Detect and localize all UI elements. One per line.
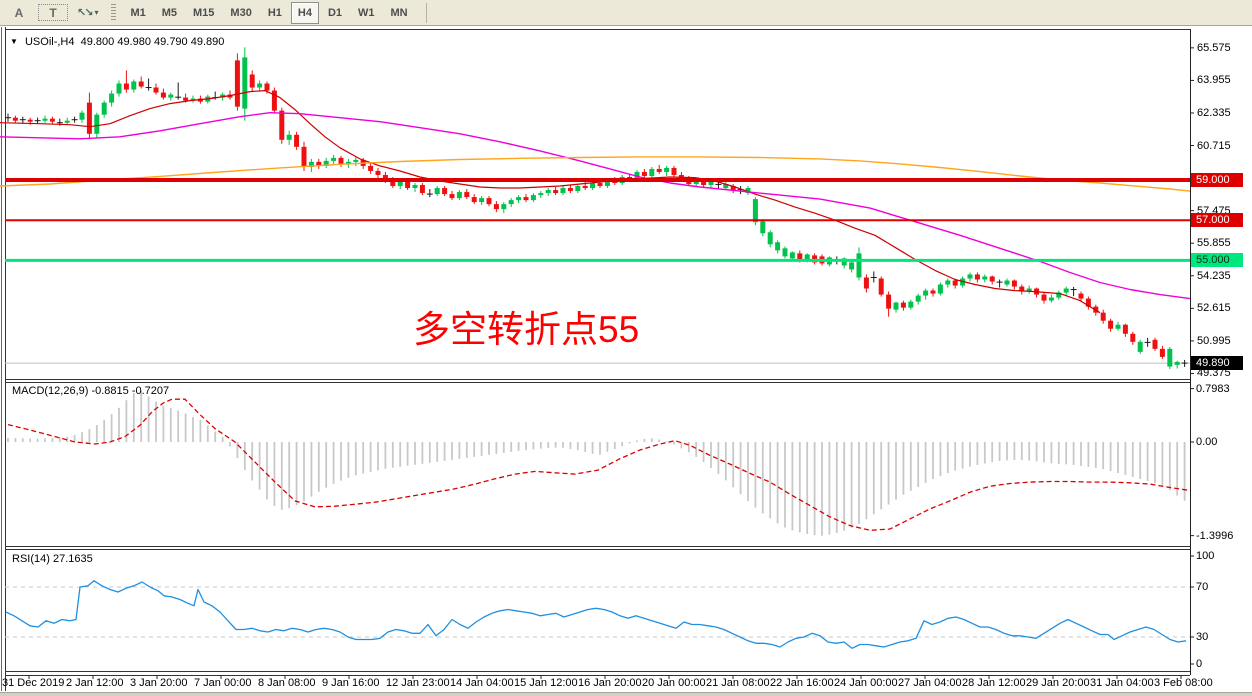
time-tick-label: 27 Jan 04:00	[898, 677, 962, 689]
time-tick-label: 14 Jan 04:00	[450, 677, 514, 689]
price-marker-49.890: 49.890	[1191, 356, 1243, 371]
time-tick-label: 9 Jan 16:00	[322, 677, 380, 689]
rsi-tick-label: 100	[1196, 550, 1215, 562]
timeframe-button-M1[interactable]: M1	[130, 6, 146, 19]
timeframe-button-D1[interactable]: D1	[327, 6, 343, 19]
time-tick-label: 16 Jan 20:00	[578, 677, 642, 689]
macd-tick-label: 0.00	[1196, 436, 1218, 448]
timeframe-button-group: M1 M5 M15 M30 H1 H4 D1 W1 MN	[122, 0, 415, 26]
macd-indicator-label: MACD(12,26,9) -0.8815 -0.7207	[12, 385, 170, 397]
time-tick-label: 8 Jan 08:00	[258, 677, 316, 689]
time-tick-label: 29 Jan 20:00	[1026, 677, 1090, 689]
price-marker-57.000: 57.000	[1191, 213, 1243, 228]
timeframe-button-H1[interactable]: H1	[267, 6, 282, 19]
time-tick-label: 31 Dec 2019	[2, 677, 65, 689]
diagonal-arrows-icon: ↖↘	[77, 7, 94, 19]
time-tick-label: 20 Jan 00:00	[642, 677, 706, 689]
collapse-triangle-icon[interactable]: ▼	[10, 37, 18, 46]
toolbar-separator	[425, 2, 427, 23]
timeframe-button-M30[interactable]: M30	[230, 6, 252, 19]
price-tick-label: 65.575	[1197, 41, 1231, 54]
chart-annotation-text[interactable]: 多空转折点55	[413, 309, 640, 350]
macd-tick-label: 0.7983	[1196, 382, 1230, 395]
price-tick-label: 49.375	[1197, 367, 1231, 380]
price-tick-label: 55.855	[1197, 237, 1231, 250]
timeframe-button-H4[interactable]: H4	[290, 1, 319, 24]
chevron-down-icon: ▾	[94, 8, 99, 17]
time-tick-label: 12 Jan 23:00	[386, 677, 450, 689]
object-order-button[interactable]: ↖↘ ▾	[74, 3, 101, 23]
timeframe-button-M15[interactable]: M15	[193, 6, 215, 19]
rsi-tick-label: 70	[1196, 581, 1209, 593]
price-tick-label: 50.995	[1197, 334, 1231, 347]
rsi-tick-label: 30	[1196, 631, 1209, 643]
text-tool-button[interactable]: T	[38, 4, 68, 21]
macd-tick-label: -1.3996	[1196, 529, 1234, 542]
time-tick-label: 3 Feb 08:00	[1154, 677, 1213, 689]
toolbar-grip[interactable]	[111, 3, 117, 22]
time-tick-label: 7 Jan 00:00	[194, 677, 252, 689]
chart-symbol-period: USOil-,H4	[24, 36, 75, 48]
price-marker-55.000: 55.000	[1191, 253, 1243, 268]
toolbar: A T ↖↘ ▾ M1 M5 M15 M30 H1 H4 D1 W1 MN	[0, 0, 1252, 26]
price-tick-label: 54.235	[1197, 269, 1231, 282]
time-tick-label: 22 Jan 16:00	[770, 677, 834, 689]
timeframe-button-W1[interactable]: W1	[358, 6, 375, 19]
arrow-pointer-tool-button[interactable]: A	[14, 5, 24, 20]
chart-title: ▼ USOil-,H4 49.800 49.980 49.790 49.890	[10, 36, 224, 48]
price-tick-label: 63.955	[1197, 74, 1231, 87]
time-tick-label: 2 Jan 12:00	[66, 677, 124, 689]
price-marker-59.000: 59.000	[1191, 173, 1243, 187]
time-tick-label: 28 Jan 12:00	[962, 677, 1026, 689]
price-tick-label: 60.715	[1197, 139, 1231, 152]
timeframe-button-MN[interactable]: MN	[390, 6, 408, 19]
chart-ohlc-values: 49.800 49.980 49.790 49.890	[80, 36, 225, 48]
price-tick-label: 62.335	[1197, 106, 1231, 119]
time-tick-label: 3 Jan 20:00	[130, 677, 188, 689]
time-tick-label: 15 Jan 12:00	[514, 677, 578, 689]
price-tick-label: 52.615	[1197, 302, 1231, 315]
timeframe-button-M5[interactable]: M5	[161, 6, 178, 19]
window-bottom-edge	[0, 692, 1252, 696]
time-tick-label: 31 Jan 04:00	[1090, 677, 1154, 689]
time-tick-label: 21 Jan 08:00	[706, 677, 770, 689]
rsi-tick-label: 0	[1196, 658, 1203, 670]
time-tick-label: 24 Jan 00:00	[834, 677, 898, 689]
rsi-indicator-label: RSI(14) 27.1635	[12, 553, 93, 565]
